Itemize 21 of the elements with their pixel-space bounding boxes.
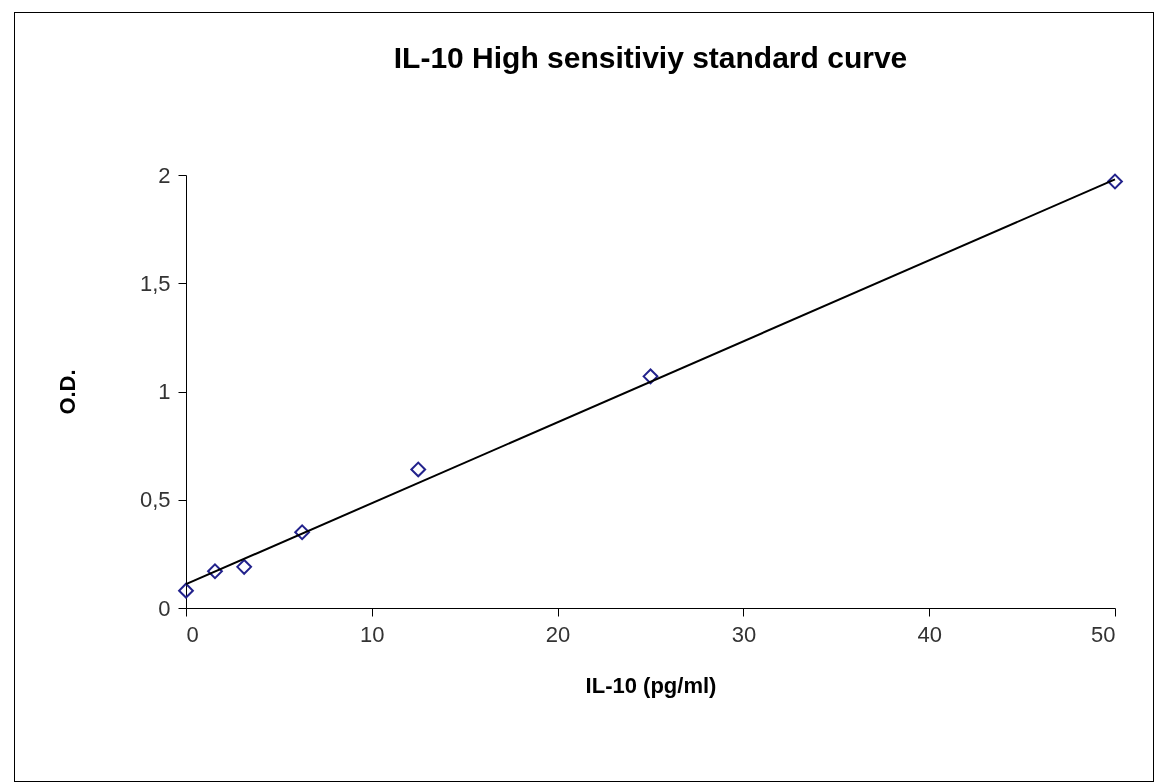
point: [410, 461, 427, 478]
y-axis-title: O.D.: [54, 369, 80, 415]
y-tick-label: 1,5: [139, 270, 171, 296]
point: [642, 368, 659, 385]
y-tick-label: 1: [158, 379, 171, 404]
x-tick-label: 40: [917, 621, 942, 647]
y-tick-label: 0: [158, 595, 171, 621]
x-axis-title: IL-10 (pg/ml): [585, 672, 717, 698]
chart-title: IL-10 High sensitiviy standard curve: [393, 41, 908, 74]
x-tick-label: 0: [186, 621, 199, 647]
x-tick-label: 10: [360, 621, 385, 647]
x-tick-label: 20: [545, 621, 571, 647]
x-tick-label: 50: [1091, 621, 1116, 647]
point: [178, 582, 194, 599]
y-tick-label: 2: [158, 162, 171, 188]
point: [294, 524, 311, 541]
point: [207, 563, 223, 580]
x-tick-label: 30: [731, 621, 757, 647]
point: [1107, 173, 1123, 190]
point: [236, 558, 253, 575]
y-tick-label: 0,5: [139, 487, 171, 513]
